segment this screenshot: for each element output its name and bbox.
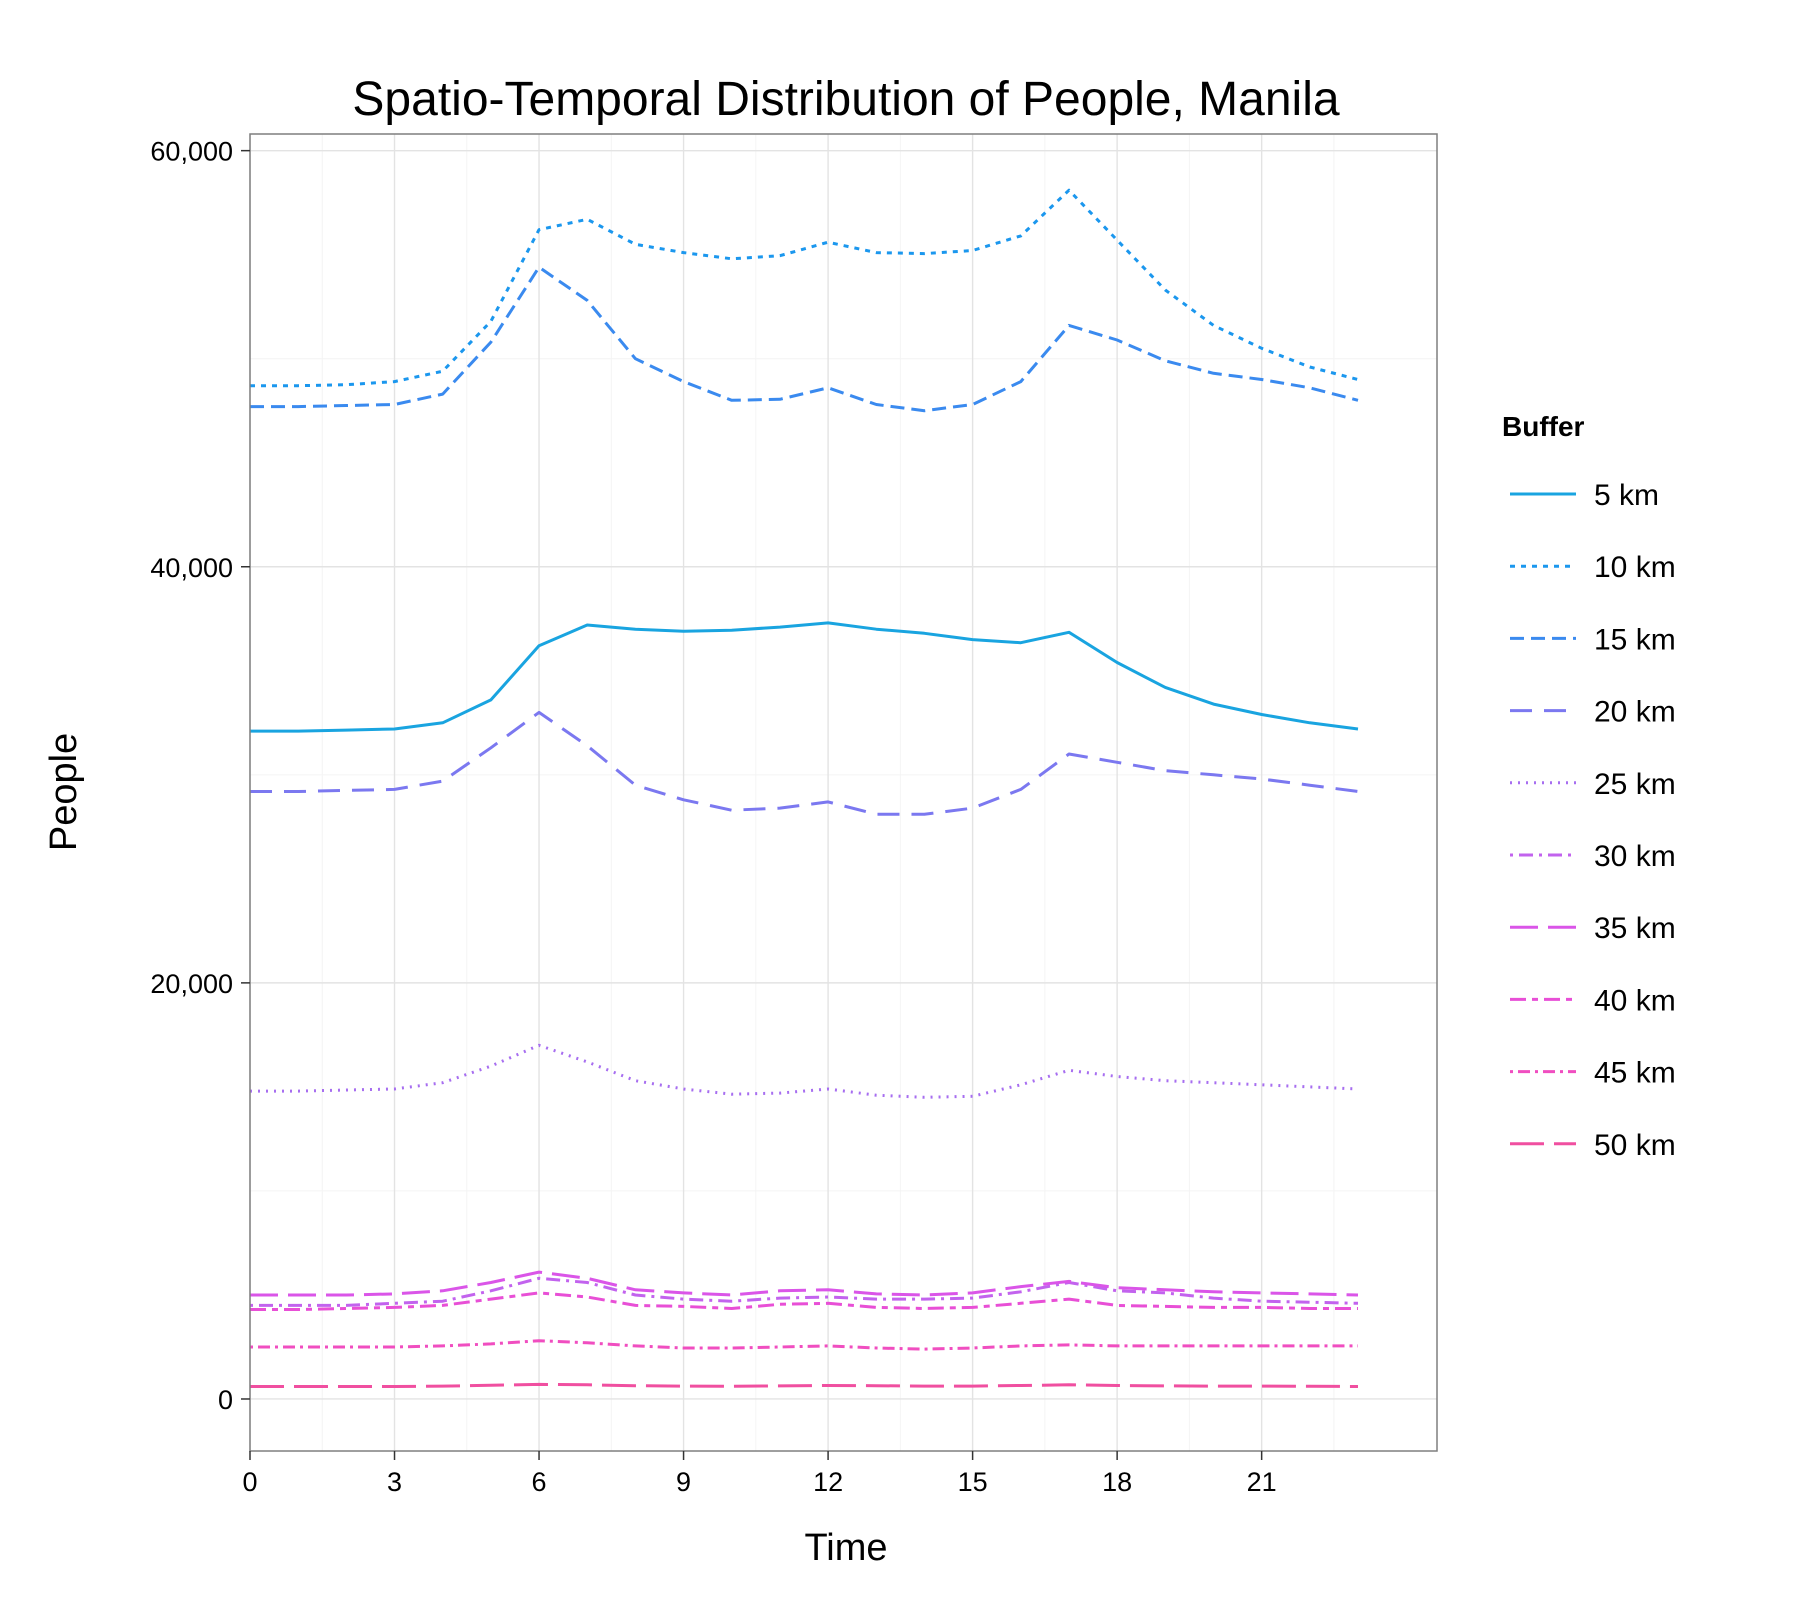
y-tick-label: 0 (218, 1385, 233, 1415)
x-tick-label: 15 (958, 1467, 988, 1497)
legend-label: 30 km (1594, 840, 1676, 873)
x-tick-label: 18 (1102, 1467, 1132, 1497)
plot-panel-border (249, 133, 1438, 1452)
legend: Buffer 5 km 10 km 15 km 20 km 25 km 30 km 35 k… (1502, 411, 1676, 1162)
series-line-20-km (250, 710, 1359, 816)
x-tick-label: 0 (242, 1467, 257, 1497)
legend-label: 5 km (1594, 479, 1659, 512)
legend-label: 10 km (1594, 551, 1676, 584)
x-tick-label: 12 (813, 1467, 843, 1497)
series-line-35-km (250, 1270, 1359, 1297)
legend-label: 50 km (1594, 1129, 1676, 1162)
series-lines (250, 188, 1359, 1388)
chart-title: Spatio-Temporal Distribution of People, … (352, 73, 1339, 126)
x-tick-label: 21 (1247, 1467, 1277, 1497)
plot-panel (250, 134, 1437, 1451)
series-line-5-km (250, 621, 1359, 733)
legend-title: Buffer (1502, 411, 1585, 442)
series-line-45-km (250, 1339, 1358, 1351)
legend-label: 45 km (1594, 1057, 1676, 1090)
x-tick-label: 6 (532, 1467, 547, 1497)
x-tick-label: 9 (676, 1467, 691, 1497)
series-line-15-km (250, 265, 1359, 413)
grid (249, 134, 1437, 1451)
series-line-50-km (250, 1382, 1359, 1388)
x-axis-title: Time (804, 1527, 887, 1569)
legend-label: 15 km (1594, 623, 1676, 656)
legend-label: 40 km (1594, 984, 1676, 1017)
y-axis-title: People (43, 733, 85, 851)
series-line-10-km (250, 188, 1359, 388)
y-tick-label: 40,000 (150, 553, 233, 583)
series-line-30-km (250, 1276, 1359, 1307)
legend-label: 25 km (1594, 768, 1676, 801)
legend-label: 35 km (1594, 912, 1676, 945)
x-tick-label: 3 (387, 1467, 402, 1497)
y-tick-label: 20,000 (150, 969, 233, 999)
legend-label: 20 km (1594, 696, 1676, 729)
y-tick-label: 60,000 (150, 137, 233, 167)
series-line-25-km (250, 1043, 1359, 1099)
series-line-40-km (250, 1291, 1358, 1311)
axes: 0 3 6 9 12 15 18 21 0 20,000 40,000 60,000 (150, 137, 1276, 1497)
